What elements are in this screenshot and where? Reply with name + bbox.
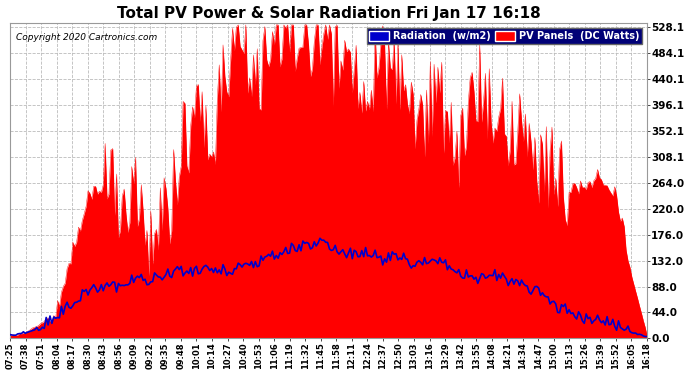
Legend: Radiation  (w/m2), PV Panels  (DC Watts): Radiation (w/m2), PV Panels (DC Watts): [366, 28, 642, 44]
Text: Copyright 2020 Cartronics.com: Copyright 2020 Cartronics.com: [17, 33, 158, 42]
Title: Total PV Power & Solar Radiation Fri Jan 17 16:18: Total PV Power & Solar Radiation Fri Jan…: [117, 6, 540, 21]
